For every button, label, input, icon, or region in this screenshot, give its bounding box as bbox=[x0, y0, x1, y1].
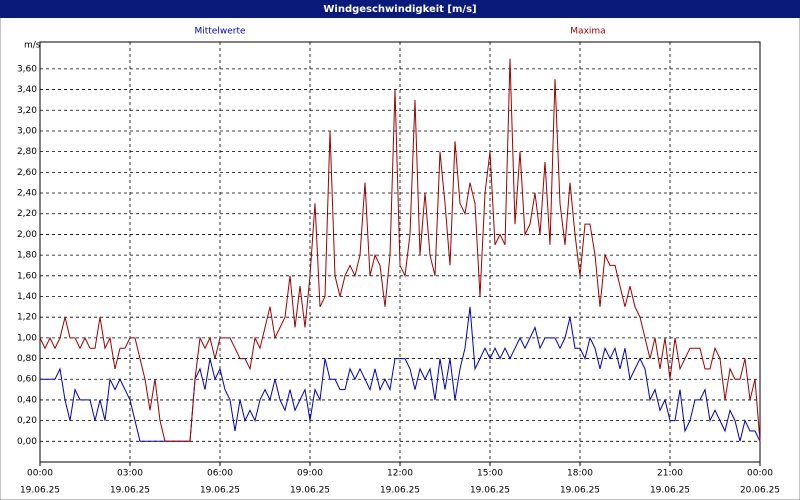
y-tick-label: 0,00 bbox=[17, 437, 37, 447]
x-tick-date: 19.06.25 bbox=[560, 486, 600, 496]
y-tick-label: 3,00 bbox=[17, 126, 37, 136]
legend-entry: Maxima bbox=[570, 27, 605, 37]
data-line bbox=[40, 306, 761, 442]
y-axis-label: m/s bbox=[24, 41, 41, 51]
x-tick-label: 12:00 bbox=[387, 469, 413, 479]
y-tick-label: 2,40 bbox=[17, 189, 37, 199]
x-tick-label: 15:00 bbox=[477, 469, 503, 479]
y-tick-label: 1,20 bbox=[17, 313, 37, 323]
x-tick-date: 19.06.25 bbox=[470, 486, 510, 496]
x-tick-label: 18:00 bbox=[567, 469, 593, 479]
x-tick-date: 20.06.25 bbox=[740, 486, 780, 496]
x-tick-date: 19.06.25 bbox=[650, 486, 690, 496]
x-tick-date: 19.06.25 bbox=[380, 486, 420, 496]
y-tick-label: 2,80 bbox=[17, 147, 37, 157]
x-tick-date: 19.06.25 bbox=[110, 486, 150, 496]
legend-entry: Mittelwerte bbox=[194, 27, 245, 37]
y-tick-label: 1,60 bbox=[17, 271, 37, 281]
x-tick-label: 00:00 bbox=[747, 469, 773, 479]
y-tick-label: 0,80 bbox=[17, 354, 37, 364]
data-line bbox=[39, 58, 761, 442]
x-tick-date: 19.06.25 bbox=[20, 486, 60, 496]
x-tick-date: 19.06.25 bbox=[290, 486, 330, 496]
x-tick-label: 06:00 bbox=[207, 469, 233, 479]
x-tick-label: 21:00 bbox=[657, 469, 683, 479]
y-tick-label: 1,40 bbox=[17, 292, 37, 302]
y-tick-label: 2,20 bbox=[17, 209, 37, 219]
y-tick-label: 2,60 bbox=[17, 168, 37, 178]
y-tick-label: 2,00 bbox=[17, 230, 37, 240]
y-tick-label: 1,80 bbox=[17, 251, 37, 261]
chart-title: Windgeschwindigkeit [m/s] bbox=[323, 4, 476, 15]
x-tick-label: 00:00 bbox=[27, 469, 53, 479]
y-tick-label: 1,00 bbox=[17, 333, 37, 343]
x-tick-label: 09:00 bbox=[297, 469, 323, 479]
x-tick-label: 03:00 bbox=[117, 469, 143, 479]
y-tick-label: 0,60 bbox=[17, 375, 37, 385]
y-tick-label: 3,60 bbox=[17, 64, 37, 74]
y-tick-label: 3,40 bbox=[17, 85, 37, 95]
y-tick-label: 0,20 bbox=[17, 416, 37, 426]
y-tick-label: 3,20 bbox=[17, 106, 37, 116]
x-tick-date: 19.06.25 bbox=[200, 486, 240, 496]
y-tick-label: 0,40 bbox=[17, 395, 37, 405]
title-bar bbox=[0, 0, 800, 18]
